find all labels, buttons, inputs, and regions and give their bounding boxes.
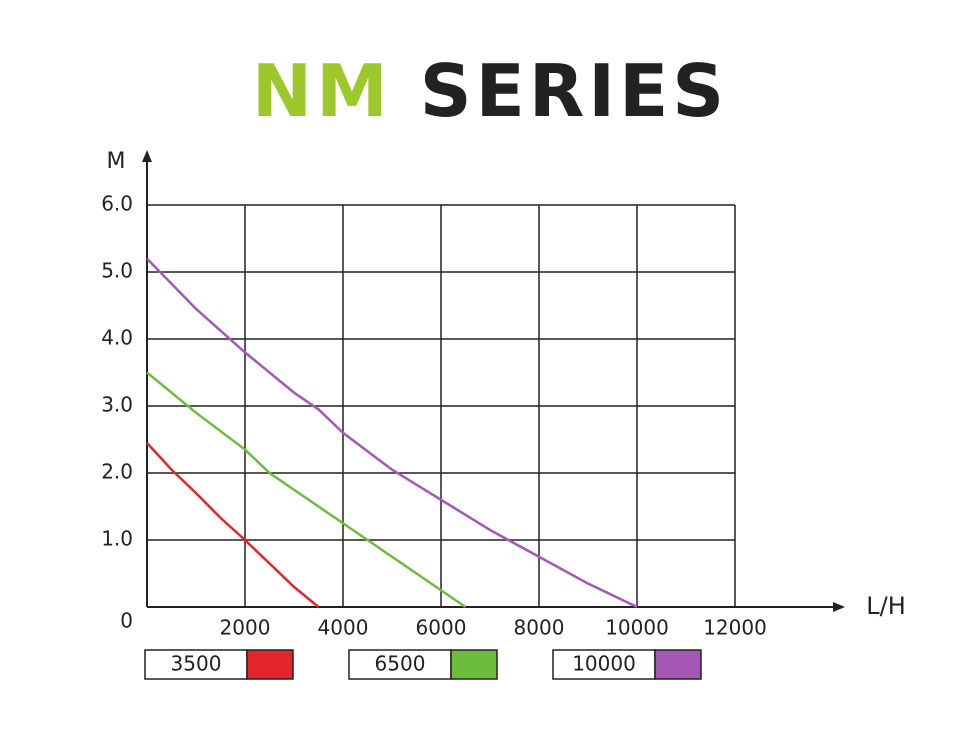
- chart-title: NM SERIES: [252, 49, 728, 133]
- legend-label: 6500: [375, 652, 426, 676]
- series-line: [146, 371, 467, 609]
- x-tick-label: 6000: [416, 616, 467, 640]
- y-arrow: [142, 150, 152, 162]
- legend-label: 3500: [171, 652, 222, 676]
- y-tick-label: 5.0: [101, 259, 133, 283]
- x-axis-label: L/H: [866, 592, 906, 620]
- x-arrow: [833, 602, 845, 612]
- legend-swatch: [654, 649, 702, 680]
- x-tick-label: 12000: [703, 616, 767, 640]
- title-part: NM: [252, 49, 392, 133]
- legend-swatch: [246, 649, 294, 680]
- x-tick-label: 4000: [318, 616, 369, 640]
- x-tick-label: 10000: [605, 616, 669, 640]
- y-tick-label: 6.0: [101, 192, 133, 216]
- y-axis-label: M: [107, 149, 126, 174]
- x-tick-label: 2000: [220, 616, 271, 640]
- y-tick-label: 2.0: [101, 460, 133, 484]
- y-tick-label: 1.0: [101, 527, 133, 551]
- legend-swatch: [450, 649, 498, 680]
- y-tick-label: 0: [120, 609, 133, 633]
- series-line: [146, 257, 638, 609]
- series-line: [146, 442, 320, 608]
- legend-box: [144, 649, 248, 680]
- y-tick-label: 3.0: [101, 393, 133, 417]
- x-tick-label: 8000: [514, 616, 565, 640]
- title-part: SERIES: [420, 49, 728, 133]
- y-tick-label: 4.0: [101, 326, 133, 350]
- legend-label: 10000: [572, 652, 636, 676]
- legend-box: [552, 649, 656, 680]
